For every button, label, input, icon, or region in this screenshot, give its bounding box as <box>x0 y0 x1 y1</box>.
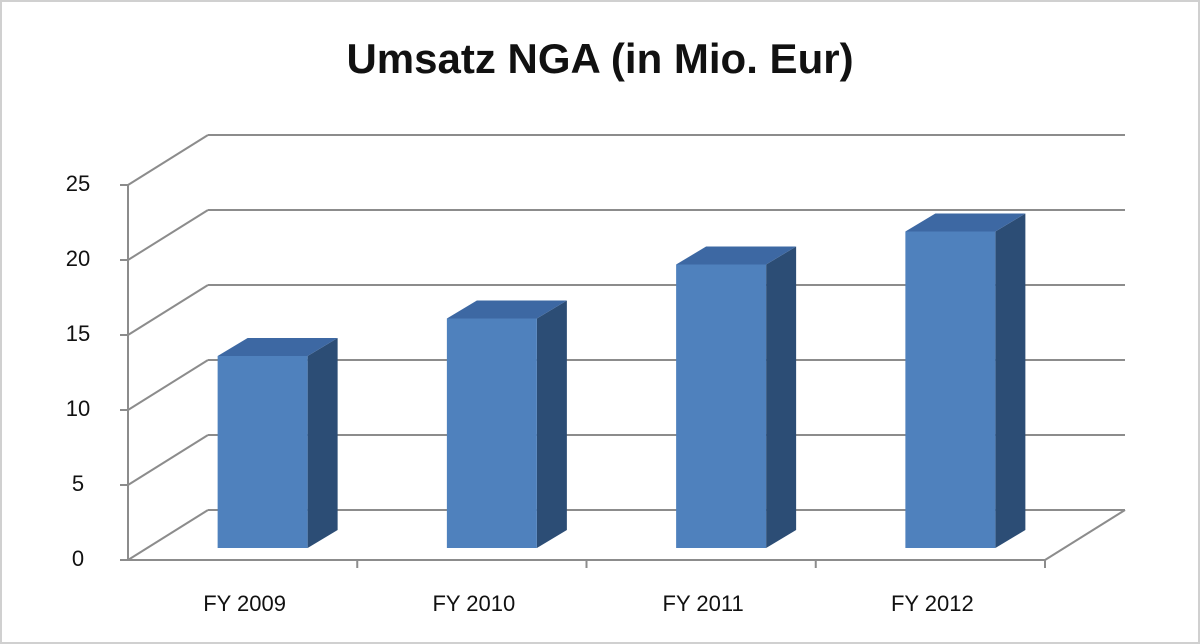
bar-top <box>217 338 338 356</box>
grid-line <box>127 209 209 261</box>
grid-line <box>127 434 209 486</box>
y-tick-label: 5 <box>72 471 84 496</box>
x-tick-label: FY 2010 <box>432 591 515 616</box>
bar-top <box>905 213 1026 232</box>
bar <box>676 264 767 548</box>
chart-title: Umsatz NGA (in Mio. Eur) <box>346 35 853 82</box>
x-tick-label: FY 2012 <box>891 591 974 616</box>
bar-side <box>307 338 338 548</box>
grid-line <box>127 134 209 186</box>
y-tick-label: 10 <box>66 396 90 421</box>
y-tick-label: 20 <box>66 246 90 271</box>
y-tick-label: 0 <box>72 546 84 571</box>
bar-top <box>676 246 797 265</box>
bar-side <box>536 300 567 548</box>
bar <box>905 231 996 548</box>
bar-side <box>766 246 797 548</box>
bar <box>446 318 537 548</box>
grid-line <box>127 359 209 411</box>
bar <box>217 356 308 548</box>
bar-side <box>995 213 1026 548</box>
grid-line <box>127 284 209 336</box>
bar-top <box>446 300 567 319</box>
grid-line <box>127 509 209 561</box>
x-tick-label: FY 2011 <box>663 591 744 616</box>
y-tick-label: 15 <box>66 321 90 346</box>
floor-right <box>1044 509 1126 561</box>
x-tick-label: FY 2009 <box>203 591 286 616</box>
y-tick-label: 25 <box>66 171 90 196</box>
